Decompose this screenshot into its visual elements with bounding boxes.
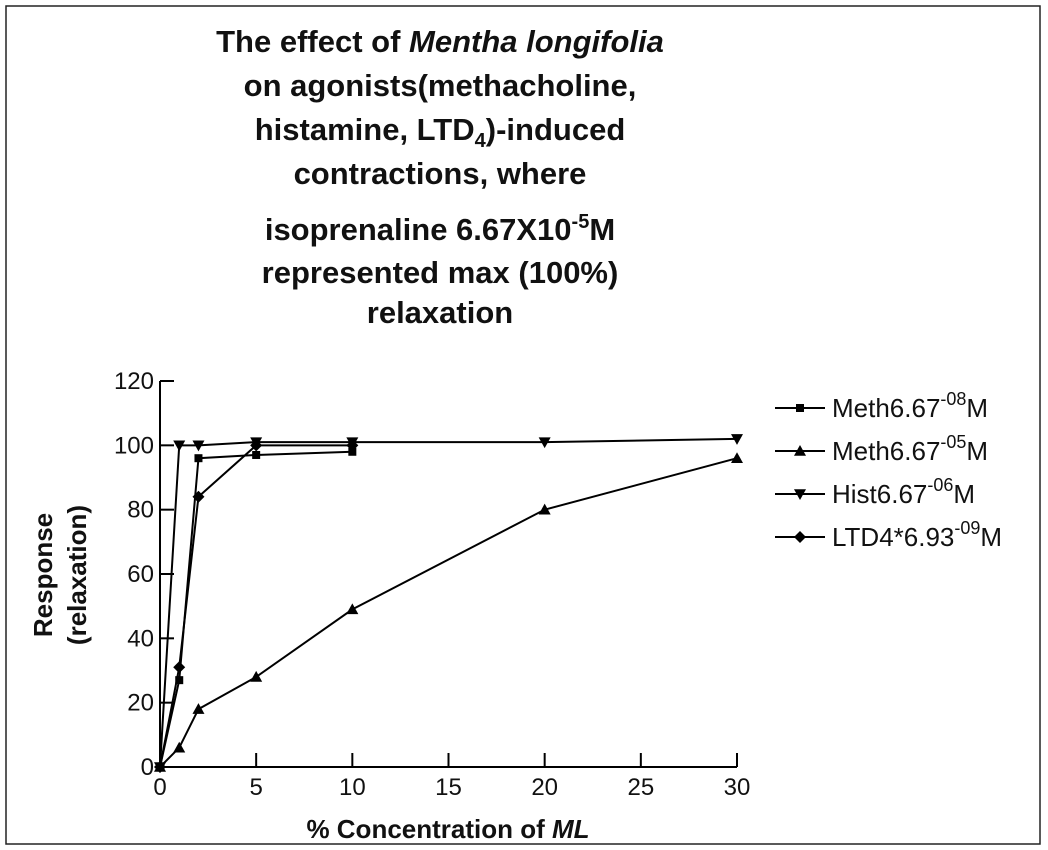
title-run: )-induced — [486, 112, 626, 147]
marker — [252, 451, 260, 459]
legend-label: Hist6.67-06M — [832, 475, 975, 509]
y-tick-label: 20 — [127, 690, 154, 717]
marker — [173, 661, 185, 673]
legend-run: Meth6.67 — [832, 393, 940, 423]
y-tick-label: 100 — [114, 432, 154, 459]
legend-label: LTD4*6.93-09M — [832, 518, 1002, 552]
legend-run: -08 — [940, 389, 966, 409]
legend-marker — [796, 404, 804, 412]
marker — [250, 671, 262, 682]
y-tick-label: 80 — [127, 497, 154, 524]
y-tick-label: 60 — [127, 561, 154, 588]
title-run: isoprenaline 6.67X10 — [265, 212, 572, 247]
x-tick-label: 20 — [531, 774, 558, 801]
chart-title: The effect of Mentha longifolia — [216, 24, 664, 59]
title-run: represented max (100%) — [262, 255, 619, 290]
marker — [346, 603, 358, 614]
x-axis-label: % Concentration of ML — [306, 814, 589, 844]
x-tick-label: 15 — [435, 774, 462, 801]
chart-title: on agonists(methacholine, — [244, 68, 637, 103]
legend-label: Meth6.67-05M — [832, 432, 988, 466]
marker — [731, 452, 743, 463]
chart-title: represented max (100%) — [262, 255, 619, 290]
legend-run: -09 — [954, 518, 980, 538]
x-tick-label: 25 — [627, 774, 654, 801]
chart-title: relaxation — [367, 295, 513, 330]
legend-run: M — [980, 522, 1002, 552]
title-run: Mentha longifolia — [409, 24, 664, 59]
series-line — [160, 458, 737, 767]
legend-run: LTD4*6.93 — [832, 522, 954, 552]
title-run: M — [589, 212, 615, 247]
y-tick-label: 0 — [141, 754, 154, 781]
legend-run: M — [966, 393, 988, 423]
marker — [194, 454, 202, 462]
y-axis-label: (relaxation) — [62, 505, 92, 645]
series-line — [160, 439, 737, 767]
y-axis-label: Response — [28, 513, 58, 637]
x-label-run: % Concentration of — [306, 814, 552, 844]
legend-label: Meth6.67-08M — [832, 389, 988, 423]
x-tick-label: 0 — [153, 774, 166, 801]
title-run: contractions, where — [294, 156, 587, 191]
legend-run: -05 — [940, 432, 966, 452]
chart: The effect of Mentha longifolia on agonis… — [0, 0, 1048, 850]
legend-run: -06 — [927, 475, 953, 495]
legend-run: M — [953, 479, 975, 509]
x-label-run: ML — [552, 814, 590, 844]
chart-title: histamine, LTD4)-induced — [255, 112, 626, 152]
title-run: relaxation — [367, 295, 513, 330]
legend-run: M — [966, 436, 988, 466]
title-run: -5 — [572, 211, 590, 233]
x-tick-label: 30 — [724, 774, 751, 801]
legend-run: Hist6.67 — [832, 479, 927, 509]
series-line — [160, 452, 352, 767]
marker — [173, 742, 185, 753]
y-tick-label: 120 — [114, 368, 154, 395]
marker — [192, 703, 204, 714]
legend-run: Meth6.67 — [832, 436, 940, 466]
chart-title: isoprenaline 6.67X10-5M — [265, 211, 615, 247]
x-tick-label: 10 — [339, 774, 366, 801]
x-tick-label: 5 — [249, 774, 262, 801]
title-run: The effect of — [216, 24, 409, 59]
chart-title: contractions, where — [294, 156, 587, 191]
series-line — [160, 445, 352, 767]
title-run: histamine, LTD — [255, 112, 475, 147]
title-run: on agonists(methacholine, — [244, 68, 637, 103]
legend-marker — [794, 531, 806, 543]
y-tick-label: 40 — [127, 625, 154, 652]
